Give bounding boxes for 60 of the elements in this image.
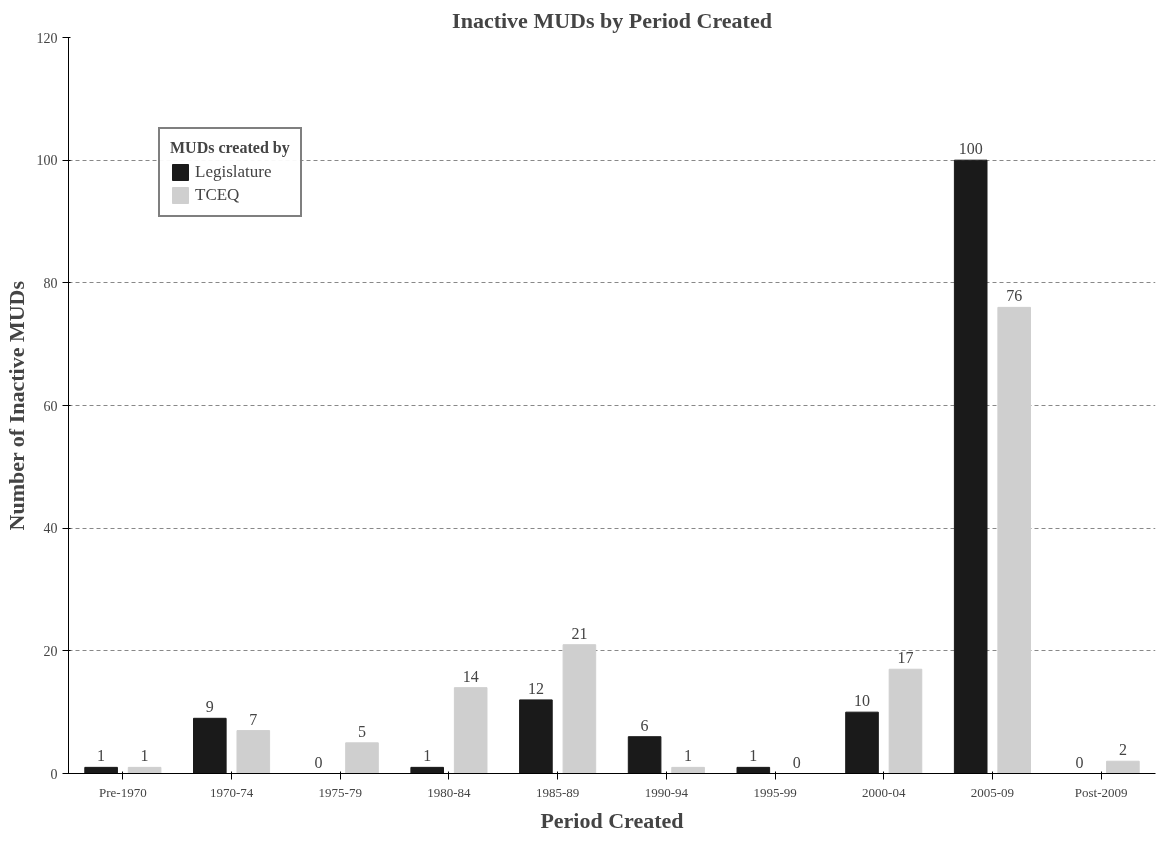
bar (1106, 760, 1140, 774)
data-label: 12 (527, 679, 544, 697)
data-label: 7 (249, 710, 258, 728)
x-tick-label: Post-2009 (1074, 784, 1128, 800)
data-label: 21 (571, 624, 588, 642)
bar (671, 766, 705, 774)
bar (736, 766, 771, 774)
y-tick-label: 40 (43, 521, 58, 537)
bar (953, 159, 988, 774)
data-label: 1 (684, 747, 693, 765)
data-label: 10 (854, 692, 871, 710)
x-tick-label: Pre-1970 (99, 784, 147, 800)
x-tick-label: 1995-99 (753, 784, 797, 800)
bar (888, 668, 923, 774)
data-label: 5 (357, 722, 366, 740)
bar (519, 699, 553, 774)
bar (845, 711, 879, 774)
x-tick-label: 1985-89 (535, 784, 580, 800)
legend-title: MUDs created by (170, 139, 290, 157)
bar (997, 306, 1031, 774)
data-label: 100 (958, 140, 983, 158)
x-tick-label: 1975-79 (318, 784, 362, 800)
y-tick-label: 0 (50, 766, 58, 782)
x-axis-title: Period Created (540, 807, 684, 833)
bar (84, 766, 118, 774)
data-label: 0 (1075, 753, 1084, 771)
data-label: 2 (1118, 741, 1127, 759)
data-label: 0 (314, 753, 323, 771)
y-tick-label: 20 (43, 643, 58, 659)
x-tick-label: 2005-09 (970, 784, 1015, 800)
x-tick-label: 1970-74 (209, 784, 254, 800)
bar (627, 736, 662, 774)
bar (236, 730, 271, 774)
x-tick-label: 2000-04 (862, 784, 906, 800)
data-label: 1 (749, 747, 758, 765)
bar (345, 742, 379, 774)
data-label: 14 (462, 667, 479, 685)
data-label: 9 (205, 698, 214, 716)
x-tick-label: 1990-94 (644, 784, 689, 800)
legend-label: TCEQ (195, 185, 240, 205)
y-tick-label: 100 (36, 153, 58, 169)
data-label: 1 (97, 747, 106, 765)
data-label: 76 (1006, 287, 1023, 305)
bar (410, 766, 445, 774)
y-tick-label: 120 (36, 30, 58, 46)
bar (562, 644, 597, 774)
chart-title: Inactive MUDs by Period Created (452, 7, 772, 33)
data-label: 1 (140, 747, 149, 765)
data-label: 6 (640, 716, 649, 734)
y-tick-label: 80 (43, 275, 58, 291)
data-label: 17 (897, 649, 914, 667)
bar (193, 717, 227, 774)
data-label: 0 (792, 753, 801, 771)
y-axis-title: Number of Inactive MUDs (3, 280, 29, 531)
bar (127, 766, 162, 774)
data-label: 1 (423, 747, 432, 765)
legend-label: Legislature (195, 162, 272, 182)
y-tick-label: 60 (43, 398, 58, 414)
bar (453, 687, 488, 774)
x-tick-label: 1980-84 (427, 784, 472, 800)
